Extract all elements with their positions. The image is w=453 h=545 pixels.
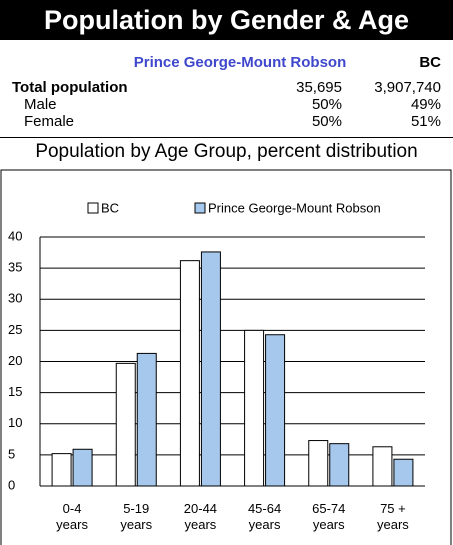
bar	[51, 453, 72, 487]
cell: 50%	[311, 113, 342, 130]
cell: 35,695	[296, 79, 342, 96]
row-label: Male	[24, 96, 57, 113]
bar	[308, 440, 329, 487]
x-tick-label: 5-19 years	[120, 501, 153, 532]
cell: 3,907,740	[374, 79, 441, 96]
legend-label: Prince George-Mount Robson	[208, 200, 381, 215]
bar	[115, 362, 136, 487]
bar	[372, 446, 393, 487]
legend-label: BC	[101, 200, 119, 215]
y-tick-label: 40	[8, 228, 22, 243]
y-tick-label: 0	[8, 477, 15, 492]
legend-swatch	[194, 202, 206, 214]
bar	[244, 329, 265, 487]
chart-title: Population by Age Group, percent distrib…	[35, 141, 418, 162]
cell: 50%	[311, 96, 342, 113]
row-label: Total population	[12, 79, 128, 96]
bar	[136, 352, 157, 487]
title: Population by Gender & Age	[0, 0, 453, 40]
bar	[265, 334, 286, 487]
bar	[329, 443, 350, 487]
x-tick-label: 0-4 years	[56, 501, 88, 532]
bar	[393, 458, 414, 487]
y-tick-label: 10	[8, 415, 22, 430]
y-tick-label: 35	[8, 260, 22, 275]
bar	[200, 251, 221, 487]
column-header: BC	[419, 54, 441, 71]
x-tick-label: 45-64 years	[247, 501, 282, 532]
column-header: Prince George-Mount Robson	[133, 54, 347, 71]
cell: 51%	[410, 113, 441, 130]
bar	[72, 448, 93, 487]
y-tick-label: 25	[8, 322, 22, 337]
y-tick-label: 5	[8, 446, 15, 461]
chart-frame	[0, 169, 452, 545]
legend-swatch	[87, 202, 99, 214]
cell: 49%	[410, 96, 441, 113]
bar	[179, 260, 200, 487]
y-tick-label: 15	[8, 384, 22, 399]
row-label: Female	[24, 113, 75, 130]
x-tick-label: 65-74 years	[312, 501, 346, 532]
y-tick-label: 30	[8, 291, 22, 306]
y-tick-label: 20	[8, 353, 22, 368]
x-tick-label: 20-44 years	[183, 501, 218, 532]
x-tick-label: 75 + years	[377, 501, 409, 532]
